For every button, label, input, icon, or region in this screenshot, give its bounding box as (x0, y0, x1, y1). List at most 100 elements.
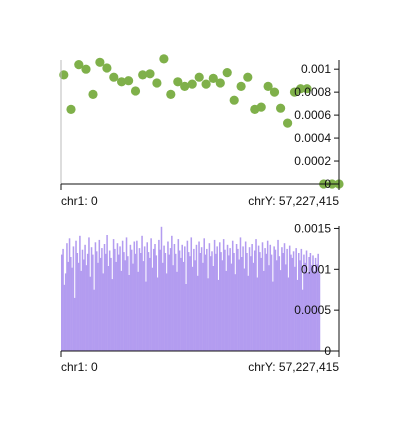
bar (266, 240, 269, 351)
bar (317, 253, 319, 351)
scatter-point (138, 70, 148, 80)
bar (318, 273, 321, 351)
x-axis-end-label: chrY: 57,227,415 (248, 360, 339, 374)
bar (185, 284, 187, 351)
bar (237, 248, 239, 351)
bar (291, 257, 294, 351)
bar (108, 250, 111, 351)
x-axis-start-label: chr1: 0 (61, 194, 98, 208)
scatter-point (81, 64, 91, 74)
bar (269, 244, 272, 351)
bar (275, 260, 278, 351)
bar (297, 253, 300, 351)
bar (299, 260, 301, 351)
bar (195, 244, 198, 351)
bar (307, 272, 309, 351)
bar (209, 256, 212, 351)
scatter-point (256, 102, 266, 112)
bar (173, 244, 176, 351)
bar (150, 238, 152, 351)
bar (303, 254, 305, 351)
bar (309, 253, 312, 351)
bar (296, 279, 299, 351)
bar (270, 254, 273, 351)
bar (224, 249, 226, 351)
x-axis-end-label: chrY: 57,227,415 (248, 194, 339, 208)
bar (264, 248, 266, 351)
bar (265, 253, 268, 351)
bar (75, 240, 77, 351)
bar (287, 277, 290, 351)
bar (182, 261, 185, 351)
bar (257, 245, 260, 351)
bar (163, 245, 165, 351)
bar (244, 241, 247, 351)
scatter-point (145, 69, 155, 79)
bar (177, 239, 180, 351)
bar (86, 253, 89, 351)
bar (268, 265, 270, 351)
bar (204, 254, 207, 351)
scatter-point (117, 77, 127, 87)
bar (286, 248, 288, 351)
bar (292, 251, 295, 351)
scatter-point (95, 57, 105, 67)
bar (176, 271, 178, 351)
bar (121, 240, 124, 351)
y-tick-label: 0.0006 (294, 108, 331, 122)
y-tick-label: 0.0008 (294, 85, 331, 99)
bar (256, 277, 259, 351)
bar (88, 237, 90, 351)
scatter-point (194, 72, 204, 82)
bar (235, 244, 238, 351)
bar (145, 281, 147, 351)
bar (225, 270, 228, 351)
bar (112, 239, 115, 351)
scatter-point (222, 68, 232, 78)
bar (142, 261, 145, 351)
bar (215, 253, 217, 351)
bar (187, 252, 190, 351)
scatter-point (173, 77, 183, 87)
bar (255, 239, 257, 351)
bar (110, 257, 112, 351)
bar (288, 245, 291, 351)
bar (174, 253, 177, 351)
bar (102, 273, 104, 351)
bar (313, 270, 316, 351)
bar (253, 250, 256, 351)
scatter-point (302, 84, 312, 94)
bar (241, 257, 243, 351)
bar (186, 240, 189, 351)
bar (71, 267, 73, 351)
bar (66, 243, 68, 351)
bar (143, 246, 146, 351)
bar (178, 250, 181, 351)
bar (230, 263, 233, 351)
bar (285, 264, 287, 351)
bar (193, 248, 195, 351)
bar (200, 247, 203, 351)
bar (73, 297, 76, 351)
bar (263, 270, 265, 351)
bar (281, 247, 283, 351)
bar (272, 281, 274, 351)
scatter-point (159, 54, 169, 64)
bar (62, 248, 64, 351)
bar (196, 275, 199, 351)
bar (105, 253, 107, 351)
bar (101, 248, 103, 351)
bar (180, 257, 182, 351)
y-tick-label: 0 (324, 177, 331, 191)
bar (80, 270, 82, 351)
bar (316, 264, 318, 351)
bar (229, 248, 231, 351)
bar (158, 239, 160, 351)
bar (132, 263, 134, 351)
bar (85, 265, 88, 351)
bar (273, 246, 275, 351)
bar (130, 249, 133, 351)
bar (218, 242, 221, 351)
y-tick-label: 0.0004 (294, 131, 331, 145)
